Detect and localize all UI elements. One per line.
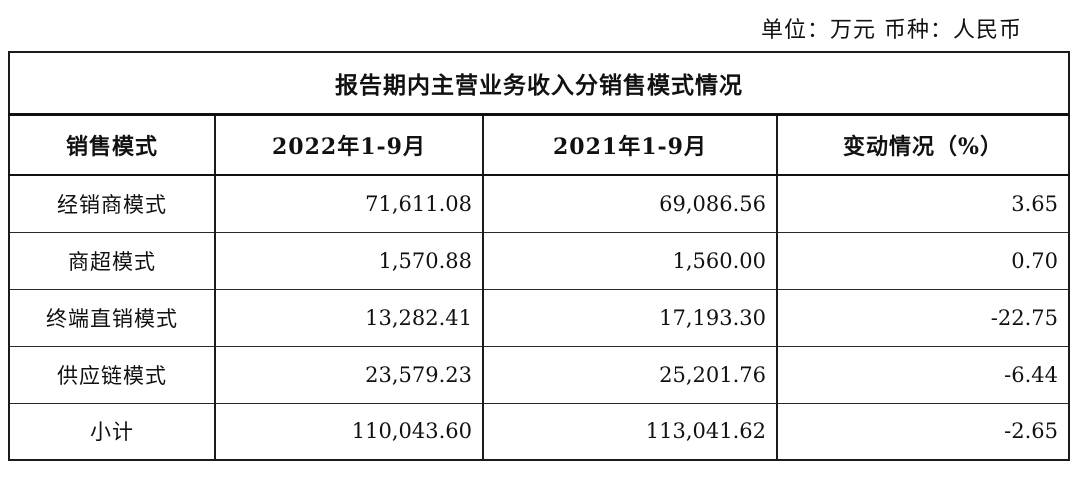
- sales-model-revenue-table: 报告期内主营业务收入分销售模式情况 销售模式 2022年1-9月 2021年1-…: [8, 51, 1070, 461]
- table-row-subtotal: 小计 110,043.60 113,041.62 -2.65: [8, 402, 1070, 461]
- cell-2022-value: 1,570.88: [214, 231, 484, 290]
- cell-sales-model: 供应链模式: [8, 345, 216, 404]
- table-row-supply-chain: 供应链模式 23,579.23 25,201.76 -6.44: [8, 345, 1070, 404]
- table-row-terminal-direct: 终端直销模式 13,282.41 17,193.30 -22.75: [8, 288, 1070, 347]
- col-header-sales-model: 销售模式: [8, 113, 216, 176]
- cell-change-value: -6.44: [776, 345, 1070, 404]
- table-title: 报告期内主营业务收入分销售模式情况: [8, 51, 1070, 116]
- col-header-2022-period: 2022年1-9月: [214, 113, 484, 176]
- table-row-supermarket: 商超模式 1,570.88 1,560.00 0.70: [8, 231, 1070, 290]
- cell-2021-value: 69,086.56: [482, 174, 778, 233]
- col-header-2021-period: 2021年1-9月: [482, 113, 778, 176]
- cell-sales-model: 终端直销模式: [8, 288, 216, 347]
- table-row-distributor: 经销商模式 71,611.08 69,086.56 3.65: [8, 174, 1070, 233]
- table-title-row: 报告期内主营业务收入分销售模式情况: [8, 51, 1070, 116]
- cell-2022-value: 110,043.60: [214, 402, 484, 461]
- unit-currency-label: 单位：万元 币种：人民币: [761, 18, 1022, 43]
- cell-2021-value: 25,201.76: [482, 345, 778, 404]
- table-header-row: 销售模式 2022年1-9月 2021年1-9月 变动情况（%）: [8, 113, 1070, 176]
- cell-change-value: -2.65: [776, 402, 1070, 461]
- col-header-change-pct: 变动情况（%）: [776, 113, 1070, 176]
- cell-change-value: 3.65: [776, 174, 1070, 233]
- cell-2022-value: 71,611.08: [214, 174, 484, 233]
- cell-2021-value: 113,041.62: [482, 402, 778, 461]
- cell-2021-value: 1,560.00: [482, 231, 778, 290]
- cell-change-value: -22.75: [776, 288, 1070, 347]
- cell-2021-value: 17,193.30: [482, 288, 778, 347]
- cell-sales-model: 商超模式: [8, 231, 216, 290]
- cell-change-value: 0.70: [776, 231, 1070, 290]
- cell-2022-value: 13,282.41: [214, 288, 484, 347]
- cell-sales-model: 小计: [8, 402, 216, 461]
- cell-2022-value: 23,579.23: [214, 345, 484, 404]
- cell-sales-model: 经销商模式: [8, 174, 216, 233]
